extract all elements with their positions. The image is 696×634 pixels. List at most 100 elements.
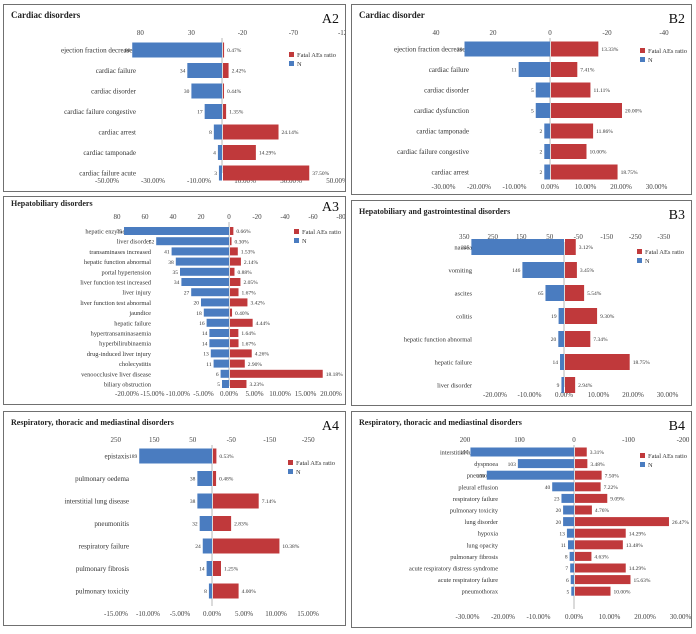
category-label: hepatic failure — [114, 320, 151, 327]
top-axis-tick-label: 20 — [490, 29, 498, 37]
n-value-label: 2 — [540, 129, 543, 135]
chart-panel-b3: Hepatobiliary and gastrointestinal disor… — [351, 200, 692, 406]
n-bar — [197, 471, 212, 486]
fatal-ratio-value-label: 0.47% — [227, 48, 242, 54]
fatal-ratio-bar — [565, 377, 576, 393]
fatal-ratio-bar — [575, 493, 608, 503]
fatal-ratio-bar — [213, 516, 232, 531]
category-label: liver disorder — [437, 383, 473, 390]
legend-swatch-fatal — [294, 229, 299, 234]
top-axis-tick-label: 250 — [111, 436, 122, 444]
bottom-axis-tick-label: 15.00% — [295, 390, 317, 398]
n-value-label: 30 — [457, 47, 463, 53]
top-axis-tick-label: -20 — [238, 29, 248, 37]
n-bar — [222, 380, 229, 388]
top-axis-tick-label: -20 — [602, 29, 612, 37]
category-label: pulmonary fibrosis — [76, 565, 129, 573]
top-axis-tick-label: -20 — [252, 213, 262, 221]
top-axis-tick-label: 40 — [433, 29, 441, 37]
fatal-ratio-bar — [213, 583, 239, 599]
fatal-ratio-value-label: 1.67% — [242, 290, 257, 296]
n-value-label: 19 — [551, 314, 557, 320]
n-bar — [517, 459, 574, 469]
n-bar — [197, 493, 212, 509]
legend-label-n: N — [302, 238, 307, 245]
n-value-label: 11 — [511, 68, 517, 74]
legend: Fatal AEs ratio N — [640, 48, 687, 64]
n-bar — [558, 331, 564, 347]
fatal-ratio-value-label: 2.42% — [232, 69, 247, 75]
fatal-ratio-value-label: 1.67% — [242, 341, 257, 347]
bottom-axis-tick-label: 20.00% — [610, 183, 632, 191]
fatal-ratio-bar — [551, 103, 622, 118]
fatal-ratio-value-label: 0.88% — [237, 270, 252, 276]
n-value-label: 17 — [197, 110, 203, 116]
category-label: respiratory failure — [453, 496, 498, 503]
category-label: cardiac failure congestive — [397, 148, 469, 156]
top-axis-tick-label: -250 — [302, 436, 315, 444]
n-value-label: 23 — [554, 497, 560, 503]
fatal-ratio-bar — [223, 83, 225, 99]
n-bar — [175, 257, 229, 266]
legend-swatch-n — [640, 462, 645, 467]
category-label: hypertransaminasaemia — [91, 331, 151, 338]
bottom-axis-tick-label: 20.00% — [622, 391, 644, 399]
legend-label-fatal: Fatal AEs ratio — [648, 453, 687, 460]
legend-label-n: N — [296, 469, 301, 476]
bottom-axis-tick-label: -15.00% — [141, 390, 165, 398]
category-label: cardiac failure — [429, 66, 469, 74]
bottom-axis-tick-label: 0.00% — [203, 610, 221, 618]
chart-title: Respiratory, thoracic and mediastinal di… — [11, 418, 174, 427]
bottom-axis-tick-label: 5.00% — [235, 610, 253, 618]
category-label: cardiac dysfunction — [414, 107, 470, 115]
fatal-ratio-value-label: 13.33% — [601, 47, 618, 53]
category-label: cardiac tamponade — [83, 149, 136, 157]
bottom-axis-tick-label: -5.00% — [170, 610, 191, 618]
legend: Fatal AEs ratio N — [294, 229, 341, 245]
bottom-axis-tick-label: 10.00% — [599, 613, 621, 621]
category-label: pulmonary toxicity — [450, 508, 499, 515]
n-value-label: 32 — [192, 522, 198, 528]
n-bar — [209, 329, 229, 337]
n-value-label: 52 — [149, 239, 155, 245]
category-label: acute respiratory failure — [438, 577, 498, 584]
top-axis-tick-label: 50 — [546, 233, 554, 241]
fatal-ratio-value-label: 4.76% — [595, 508, 610, 514]
chart-panel-a4: Respiratory, thoracic and mediastinal di… — [3, 411, 346, 626]
fatal-ratio-bar — [575, 586, 611, 596]
fatal-ratio-bar — [575, 447, 587, 457]
legend-label-fatal: Fatal AEs ratio — [648, 48, 687, 55]
legend-swatch-n — [637, 258, 642, 263]
fatal-ratio-value-label: 0.53% — [219, 454, 234, 460]
n-value-label: 5 — [531, 88, 534, 94]
chart-panel-b4: Respiratory, thoracic and mediastinal di… — [351, 411, 692, 628]
n-bar — [545, 285, 564, 301]
n-value-label: 4 — [213, 151, 216, 157]
n-bar — [203, 308, 229, 317]
fatal-ratio-bar — [230, 359, 245, 368]
bottom-axis-tick-label: -5.00% — [193, 390, 214, 398]
n-bar — [560, 354, 564, 370]
fatal-ratio-bar — [230, 369, 323, 378]
legend-swatch-fatal — [640, 48, 645, 53]
n-value-label: 75 — [117, 229, 123, 235]
n-bar — [544, 123, 550, 139]
category-label: ejection fraction decreased — [394, 46, 470, 54]
fatal-ratio-bar — [230, 288, 239, 297]
fatal-ratio-value-label: 18.75% — [621, 170, 638, 176]
n-bar — [471, 239, 564, 255]
n-value-label: 8 — [204, 589, 207, 595]
n-bar — [464, 41, 550, 57]
category-label: vomiting — [449, 268, 473, 275]
n-value-label: 16 — [199, 321, 205, 327]
n-bar — [566, 528, 574, 538]
category-label: lung disorder — [465, 519, 499, 526]
fatal-ratio-value-label: 7.50% — [605, 473, 620, 479]
category-label: jaundice — [128, 310, 151, 317]
n-value-label: 24 — [195, 544, 201, 550]
fatal-ratio-value-label: 9.30% — [600, 314, 615, 320]
top-axis-tick-label: 200 — [460, 436, 471, 444]
category-label: interstitial lung disease — [64, 498, 129, 506]
fatal-ratio-bar — [565, 331, 591, 347]
chart-b2: Cardiac disorder B2 40 20 0 -20 -40 -30.00% -20.… — [359, 10, 687, 191]
